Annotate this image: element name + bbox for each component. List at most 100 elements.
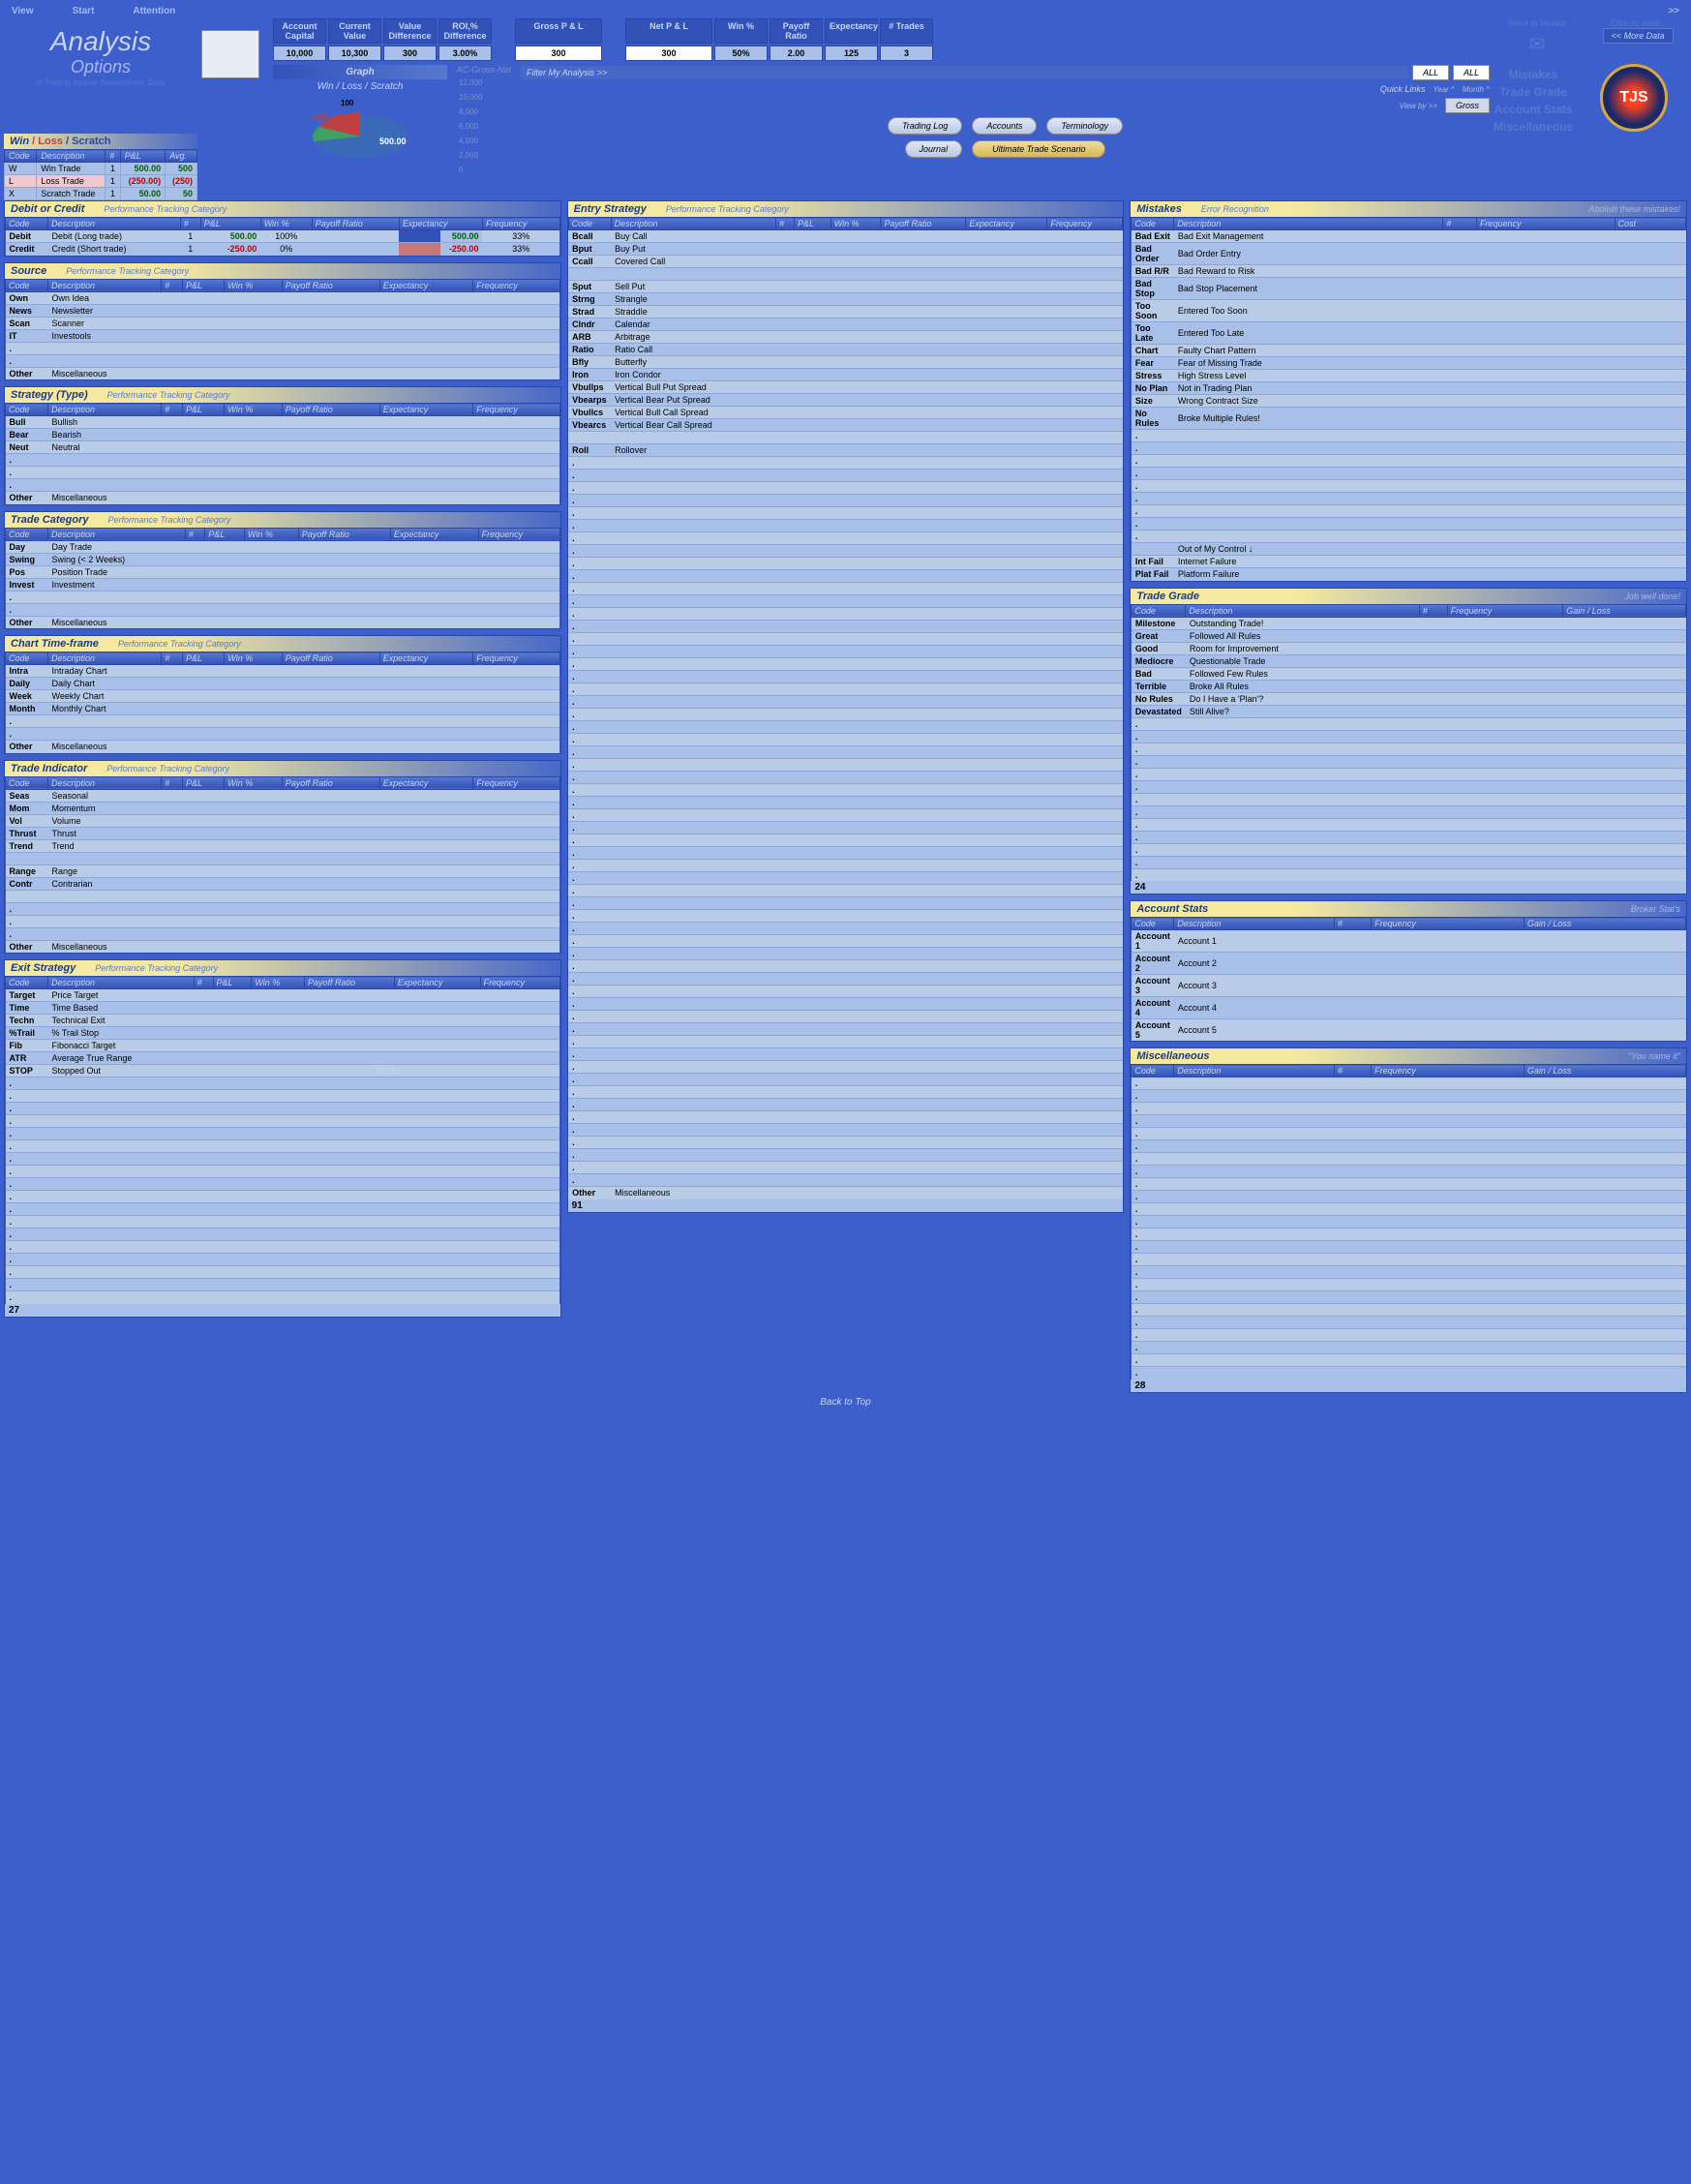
row-desc bbox=[611, 432, 775, 444]
source-panel: SourcePerformance Tracking CategoryCodeD… bbox=[4, 262, 561, 381]
row-desc: Questionable Trade bbox=[1186, 654, 1419, 667]
attention-link[interactable]: Attention bbox=[133, 6, 175, 16]
col-header: Gain / Loss bbox=[1524, 1065, 1685, 1077]
row-desc: Investment bbox=[48, 578, 186, 591]
quicklinks-box: Filter My Analysis >> ALL ALL Quick Link… bbox=[521, 65, 1490, 178]
col-header: Code bbox=[6, 652, 48, 665]
year-dropdown[interactable]: ALL bbox=[1412, 65, 1449, 80]
col-header: Frequency bbox=[473, 404, 559, 416]
row-desc bbox=[1174, 468, 1443, 480]
col-header: # bbox=[776, 218, 795, 230]
side-link[interactable]: Account Stats bbox=[1494, 101, 1573, 118]
col-header: Code bbox=[1132, 1065, 1174, 1077]
row-code: Swing bbox=[6, 553, 48, 565]
row-desc: Bullish bbox=[48, 416, 162, 429]
row-desc: Not in Trading Plan bbox=[1174, 382, 1443, 395]
row-desc: Neutral bbox=[48, 441, 162, 454]
panel-title: Trade Grade bbox=[1136, 591, 1199, 602]
row-desc: Outstanding Trade! bbox=[1186, 617, 1419, 629]
row-desc: Vertical Bull Put Spread bbox=[611, 381, 775, 394]
thumbnail-icon bbox=[201, 30, 259, 78]
row-code: Debit bbox=[6, 230, 48, 243]
row-code: . bbox=[1132, 505, 1174, 518]
view-link[interactable]: View bbox=[12, 6, 34, 16]
col-header: # bbox=[162, 776, 183, 789]
terminology-button[interactable]: Terminology bbox=[1046, 117, 1123, 135]
copyright: © Trading Journal Spreadsheet, Corp bbox=[37, 78, 166, 87]
row-code: . bbox=[1132, 480, 1174, 493]
panel-table: CodeDescription#P&LWin %Payoff RatioExpe… bbox=[5, 279, 560, 380]
row-code: . bbox=[1132, 455, 1174, 468]
row-desc bbox=[48, 454, 162, 467]
row-code: Milestone bbox=[1132, 617, 1186, 629]
stat-value: 300 bbox=[625, 46, 712, 61]
side-link[interactable]: Mistakes bbox=[1494, 66, 1573, 83]
back-to-top-link[interactable]: Back to Top bbox=[4, 1393, 1687, 1411]
row-desc: Bearish bbox=[48, 429, 162, 441]
row-code: . bbox=[6, 454, 48, 467]
row-code bbox=[568, 268, 611, 281]
col-header: Frequency bbox=[1372, 918, 1525, 930]
panel-title: Trade Indicator bbox=[11, 763, 87, 774]
row-desc bbox=[1174, 430, 1443, 442]
row-desc: Followed Few Rules bbox=[1186, 667, 1419, 680]
mentor-label: Send to Mentor bbox=[1507, 18, 1567, 28]
row-desc: Own Idea bbox=[48, 291, 162, 304]
stat-value: 50% bbox=[714, 46, 768, 61]
row-code: STOP bbox=[6, 1065, 48, 1077]
panel-title: Exit Strategy bbox=[11, 962, 75, 974]
stat-value: 125 bbox=[825, 46, 878, 61]
side-link[interactable]: Miscellaneous bbox=[1494, 118, 1573, 136]
row-code: Int Fail bbox=[1132, 556, 1174, 568]
gross-dropdown[interactable]: Gross bbox=[1445, 98, 1490, 113]
row-desc bbox=[1174, 442, 1443, 455]
stat-header: # Trades bbox=[880, 18, 933, 44]
col-header: Expectancy bbox=[966, 218, 1047, 230]
row-code: Pos bbox=[6, 565, 48, 578]
more-data-button[interactable]: << More Data bbox=[1603, 28, 1674, 44]
side-link[interactable]: Trade Grade bbox=[1494, 83, 1573, 101]
row-desc: Debit (Long trade) bbox=[48, 230, 181, 243]
row-desc: Momentum bbox=[48, 802, 162, 814]
row-code: Bcall bbox=[568, 230, 611, 243]
row-code: No Rules bbox=[1132, 692, 1186, 705]
row-desc: Out of My Control ↓ bbox=[1174, 543, 1443, 556]
row-code: . bbox=[6, 927, 48, 940]
row-code: Too Late bbox=[1132, 322, 1174, 345]
svg-text:(250.00): (250.00) bbox=[312, 112, 341, 121]
row-desc: Vertical Bear Call Spread bbox=[611, 419, 775, 432]
col-header: Frequency bbox=[1476, 218, 1615, 230]
row-code: ATR bbox=[6, 1052, 48, 1065]
row-code: Other bbox=[6, 940, 48, 953]
row-desc: Miscellaneous bbox=[48, 616, 186, 628]
row-code: Account 2 bbox=[1132, 953, 1174, 975]
panel-count: 28 bbox=[1131, 1380, 1686, 1392]
panel-table: CodeDescription#FrequencyGain / Loss....… bbox=[1131, 1064, 1686, 1380]
row-desc: Bad Stop Placement bbox=[1174, 278, 1443, 300]
panel-table: CodeDescription#FrequencyGain / LossMile… bbox=[1131, 604, 1686, 882]
row-code: . bbox=[1132, 493, 1174, 505]
col-header: Description bbox=[1186, 604, 1419, 617]
stats-block: Account CapitalCurrent ValueValue Differ… bbox=[273, 18, 1490, 178]
accounts-button[interactable]: Accounts bbox=[972, 117, 1037, 135]
row-desc: Entered Too Late bbox=[1174, 322, 1443, 345]
ultimate-button[interactable]: Ultimate Trade Scenario bbox=[972, 140, 1105, 158]
row-code: Bad Order bbox=[1132, 243, 1174, 265]
stat-header: Value Difference bbox=[383, 18, 437, 44]
col-header: Description bbox=[48, 218, 181, 230]
envelope-icon[interactable]: ✉ bbox=[1511, 32, 1563, 56]
row-desc: Day Trade bbox=[48, 540, 186, 553]
panel-sub: Performance Tracking Category bbox=[106, 764, 229, 774]
thumbnail-block bbox=[201, 18, 269, 178]
row-code: . bbox=[6, 902, 48, 915]
trading-log-button[interactable]: Trading Log bbox=[888, 117, 962, 135]
row-desc: Newsletter bbox=[48, 304, 162, 317]
col-header: Expectancy bbox=[379, 279, 473, 291]
arrow-link[interactable]: >> bbox=[1668, 6, 1679, 16]
journal-button[interactable]: Journal bbox=[905, 140, 963, 158]
stat-value: 300 bbox=[515, 46, 602, 61]
start-link[interactable]: Start bbox=[73, 6, 95, 16]
month-dropdown[interactable]: ALL bbox=[1453, 65, 1490, 80]
col-header: Frequency bbox=[1372, 1065, 1525, 1077]
row-desc: Technical Exit bbox=[48, 1015, 195, 1027]
